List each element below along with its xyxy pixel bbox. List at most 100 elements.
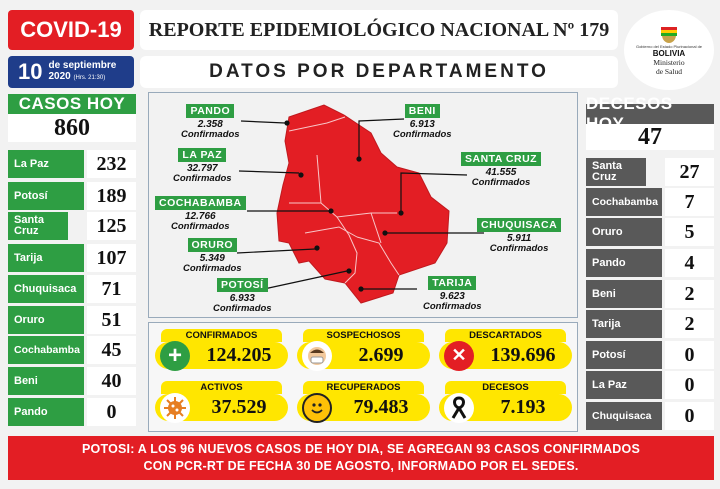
date-day: 10: [18, 59, 43, 84]
dept-name: ORURO: [187, 238, 238, 252]
card-value: 79.483: [353, 396, 409, 418]
card-label: DECESOS: [445, 381, 566, 394]
row-value: 45: [87, 336, 136, 364]
casos-row: Santa Cruz 125: [8, 212, 136, 240]
row-label: Oruro: [586, 218, 662, 246]
dept-name: SANTA CRUZ: [461, 152, 542, 166]
row-label: La Paz: [586, 371, 662, 399]
row-label: Chuquisaca: [586, 402, 662, 430]
card-label: SOSPECHOSOS: [303, 329, 424, 342]
plus-icon: +: [160, 340, 190, 371]
footer-line2: CON PCR-RT DE FECHA 30 DE AGOSTO, INFORM…: [143, 459, 579, 473]
row-label: Potosí: [8, 182, 84, 210]
row-label: Pando: [8, 398, 84, 426]
casos-row: Oruro 51: [8, 306, 136, 334]
logo-line4: de Salud: [655, 67, 683, 76]
dept-value: 12.766: [184, 211, 216, 222]
card-decesos: DECESOS 7.193: [439, 381, 572, 423]
dept-value: 9.623: [439, 291, 465, 302]
covid-label: COVID-19: [8, 10, 134, 50]
decesos-row: Beni 2: [586, 280, 714, 308]
footer-line1: POTOSI: A LOS 96 NUEVOS CASOS DE HOY DIA…: [82, 442, 640, 456]
decesos-hoy-title: DECESOS HOY: [586, 94, 714, 133]
card-label: CONFIRMADOS: [161, 329, 282, 342]
map-tag-santa-cruz: SANTA CRUZ 41.555 Confirmados: [461, 149, 542, 188]
casos-row: La Paz 232: [8, 150, 136, 178]
map-tag-oruro: ORURO 5.349 Confirmados: [183, 235, 242, 274]
row-value: 7: [665, 188, 714, 216]
row-label: Oruro: [8, 306, 84, 334]
card-activos: ACTIVOS 37.529: [155, 381, 288, 423]
card-label: RECUPERADOS: [303, 381, 424, 394]
dept-value: 41.555: [485, 167, 517, 178]
card-sospechosos: SOSPECHOSOS 2.699: [297, 329, 430, 371]
bolivia-map: [276, 104, 450, 304]
row-label: Chuquisaca: [8, 275, 84, 303]
decesos-row: La Paz 0: [586, 371, 714, 399]
row-value: 125: [87, 212, 136, 240]
report-title: REPORTE EPIDEMIOLÓGICO NACIONAL Nº 179: [140, 10, 618, 50]
casos-row: Beni 40: [8, 367, 136, 395]
map-leaders: [236, 118, 484, 292]
row-label: La Paz: [8, 150, 84, 178]
row-value: 0: [87, 398, 136, 426]
decesos-row: Cochabamba 7: [586, 188, 714, 216]
dept-value: 5.911: [506, 233, 532, 244]
map-tag-potosi: POTOSÍ 6.933 Confirmados: [213, 275, 272, 314]
row-value: 40: [87, 367, 136, 395]
decesos-row: Chuquisaca 0: [586, 402, 714, 430]
dept-value: 6.933: [229, 293, 255, 304]
decesos-row: Santa Cruz 27: [586, 158, 714, 186]
date-year: 2020: [48, 71, 71, 82]
dept-confirmed-label: Confirmados: [393, 129, 452, 140]
row-label: Santa Cruz: [586, 158, 646, 186]
dept-confirmed-label: Confirmados: [423, 301, 482, 312]
date-box: 10 de septiembre 2020 (Hrs. 21:30): [8, 56, 134, 88]
dept-confirmed-label: Confirmados: [173, 173, 232, 184]
dept-value: 6.913: [409, 119, 435, 130]
decesos-hoy-total: 47: [586, 124, 714, 150]
casos-row: Potosí 189: [8, 182, 136, 210]
map-tag-beni: BENI 6.913 Confirmados: [393, 101, 452, 140]
footer-note: POTOSI: A LOS 96 NUEVOS CASOS DE HOY DIA…: [8, 436, 714, 480]
dept-name: PANDO: [186, 104, 235, 118]
casos-row: Tarija 107: [8, 244, 136, 272]
card-label: DESCARTADOS: [445, 329, 566, 342]
casos-hoy-panel: CASOS HOY 860 La Paz 232 Potosí 189 Santa …: [8, 94, 136, 430]
row-label: Potosí: [586, 341, 662, 369]
virus-icon: [160, 392, 190, 423]
dept-value: 5.349: [199, 253, 225, 264]
casos-row: Cochabamba 45: [8, 336, 136, 364]
row-value: 107: [87, 244, 136, 272]
dept-name: TARIJA: [428, 276, 477, 290]
row-value: 189: [87, 182, 136, 210]
row-value: 232: [87, 150, 136, 178]
row-value: 4: [665, 249, 714, 277]
row-value: 2: [665, 280, 714, 308]
page-subtitle: DATOS POR DEPARTAMENTO: [140, 56, 618, 88]
dept-confirmed-label: Confirmados: [183, 263, 242, 274]
dept-confirmed-label: Confirmados: [170, 221, 230, 232]
map-tag-cochabamba: COCHABAMBA 12.766 Confirmados: [155, 193, 246, 232]
date-month: de septiembre: [48, 60, 117, 71]
row-value: 0: [665, 402, 714, 430]
row-value: 5: [665, 218, 714, 246]
row-value: 27: [665, 158, 714, 186]
row-label: Tarija: [586, 310, 662, 338]
coat-of-arms-icon: [661, 27, 677, 43]
smile-icon: [302, 392, 332, 423]
map-tag-chuquisaca: CHUQUISACA 5.911 Confirmados: [477, 215, 562, 254]
decesos-row: Tarija 2: [586, 310, 714, 338]
dept-name: POTOSÍ: [217, 278, 268, 292]
casos-row: Chuquisaca 71: [8, 275, 136, 303]
casos-hoy-title: CASOS HOY: [8, 94, 136, 114]
mourning-ribbon-icon: [444, 392, 474, 423]
card-value: 2.699: [358, 344, 404, 366]
row-label: Pando: [586, 249, 662, 277]
card-confirmados: CONFIRMADOS +124.205: [155, 329, 288, 371]
card-descartados: DESCARTADOS ✕ 139.696: [439, 329, 572, 371]
dept-name: CHUQUISACA: [477, 218, 562, 232]
map-tag-pando: PANDO 2.358 Confirmados: [181, 101, 240, 140]
card-value: 124.205: [206, 344, 272, 366]
